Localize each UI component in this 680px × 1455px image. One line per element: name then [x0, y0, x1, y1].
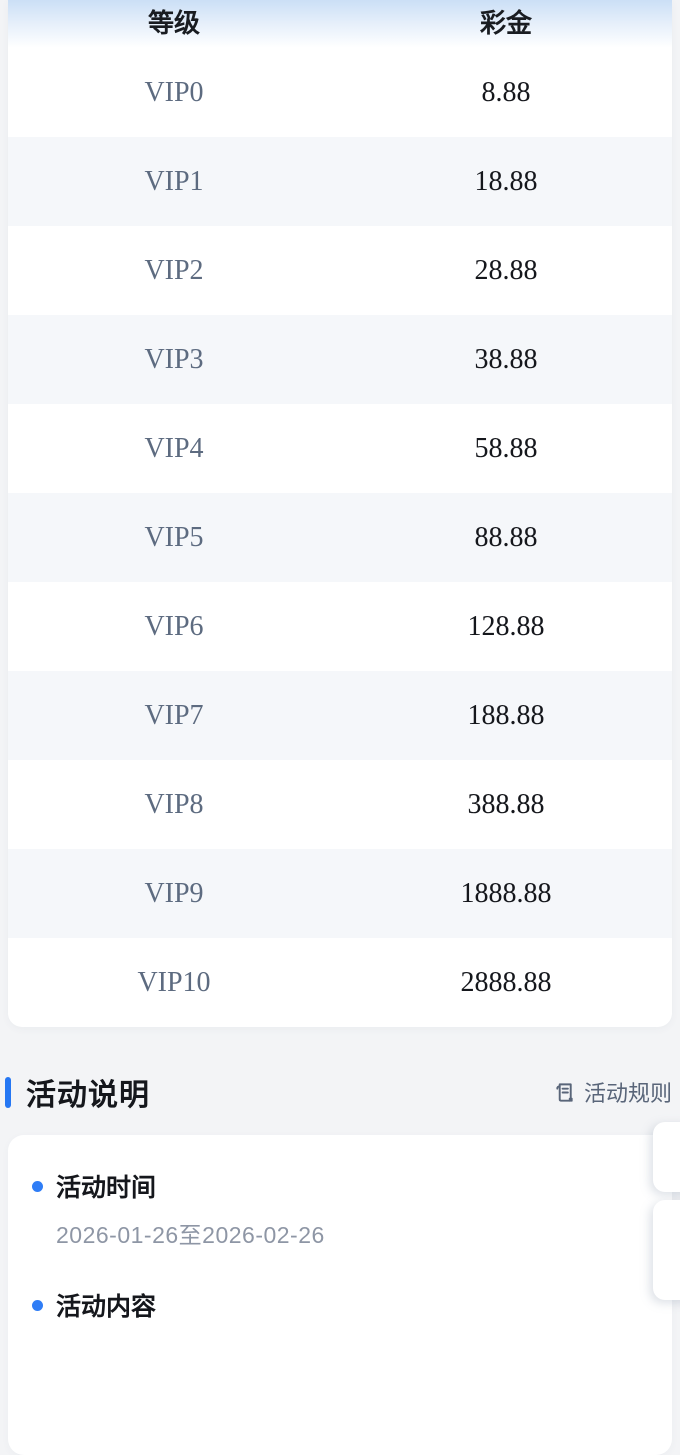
vip-level-cell: VIP4 — [144, 432, 204, 464]
scroll-rules-icon — [553, 1081, 576, 1104]
table-row: VIP4 58.88 — [8, 404, 672, 493]
bonus-value-cell: 188.88 — [467, 699, 545, 731]
vip-level-cell: VIP8 — [144, 788, 204, 820]
floating-widget-bottom[interactable] — [653, 1200, 680, 1300]
bonus-value-cell: 2888.88 — [460, 966, 552, 998]
table-row: VIP3 38.88 — [8, 315, 672, 404]
activity-content-label: 活动内容 — [56, 1293, 157, 1321]
bullet-dot-icon — [32, 1299, 43, 1311]
activity-rules-label: 活动规则 — [583, 1081, 672, 1106]
vip-level-cell: VIP10 — [137, 966, 211, 998]
floating-widget-top[interactable] — [653, 1122, 680, 1192]
bonus-value-cell: 88.88 — [474, 521, 538, 553]
vip-level-cell: VIP0 — [144, 76, 204, 108]
vip-level-cell: VIP2 — [144, 254, 204, 286]
bullet-dot-icon — [32, 1180, 43, 1192]
vip-bonus-table-card: 等级 彩金 VIP0 8.88 VIP1 18.88 VIP2 28.88 VI… — [8, 0, 672, 1027]
activity-content-item: 活动内容 — [32, 1287, 648, 1323]
section-title: 活动说明 — [26, 1079, 150, 1112]
table-row: VIP7 188.88 — [8, 671, 672, 760]
table-row: VIP8 388.88 — [8, 760, 672, 849]
activity-rules-link[interactable]: 活动规则 — [553, 1076, 672, 1108]
table-row: VIP1 18.88 — [8, 137, 672, 226]
activity-time-item: 活动时间 2026-01-26至2026-02-26 — [32, 1168, 648, 1250]
activity-description-header: 活动说明 活动规则 — [5, 1072, 672, 1112]
bonus-value-cell: 1888.88 — [460, 877, 552, 909]
accent-bar — [5, 1076, 11, 1108]
activity-time-value: 2026-01-26至2026-02-26 — [56, 1222, 325, 1248]
bonus-value-cell: 28.88 — [474, 254, 538, 286]
section-title-wrap: 活动说明 — [5, 1070, 150, 1114]
table-body: VIP0 8.88 VIP1 18.88 VIP2 28.88 VIP3 38.… — [8, 48, 672, 1027]
table-row: VIP9 1888.88 — [8, 849, 672, 938]
vip-level-cell: VIP5 — [144, 521, 204, 553]
table-row: VIP6 128.88 — [8, 582, 672, 671]
vip-level-cell: VIP6 — [144, 610, 204, 642]
vip-level-cell: VIP3 — [144, 343, 204, 375]
bonus-value-cell: 128.88 — [467, 610, 545, 642]
table-row: VIP5 88.88 — [8, 493, 672, 582]
table-header-row: 等级 彩金 — [8, 0, 672, 48]
column-header-level: 等级 — [147, 7, 200, 38]
bonus-value-cell: 388.88 — [467, 788, 545, 820]
activity-details-card: 活动时间 2026-01-26至2026-02-26 活动内容 — [8, 1135, 672, 1455]
table-row: VIP10 2888.88 — [8, 938, 672, 1027]
vip-level-cell: VIP1 — [144, 165, 204, 197]
bonus-value-cell: 58.88 — [474, 432, 538, 464]
vip-level-cell: VIP7 — [144, 699, 204, 731]
bullet-row: 活动内容 — [32, 1287, 648, 1323]
bonus-value-cell: 8.88 — [481, 76, 531, 108]
bonus-value-cell: 38.88 — [474, 343, 538, 375]
activity-time-label: 活动时间 — [56, 1174, 157, 1202]
table-row: VIP2 28.88 — [8, 226, 672, 315]
vip-level-cell: VIP9 — [144, 877, 204, 909]
bonus-value-cell: 18.88 — [474, 165, 538, 197]
column-header-bonus: 彩金 — [479, 7, 532, 38]
bullet-row: 活动时间 — [32, 1168, 648, 1204]
table-row: VIP0 8.88 — [8, 48, 672, 137]
